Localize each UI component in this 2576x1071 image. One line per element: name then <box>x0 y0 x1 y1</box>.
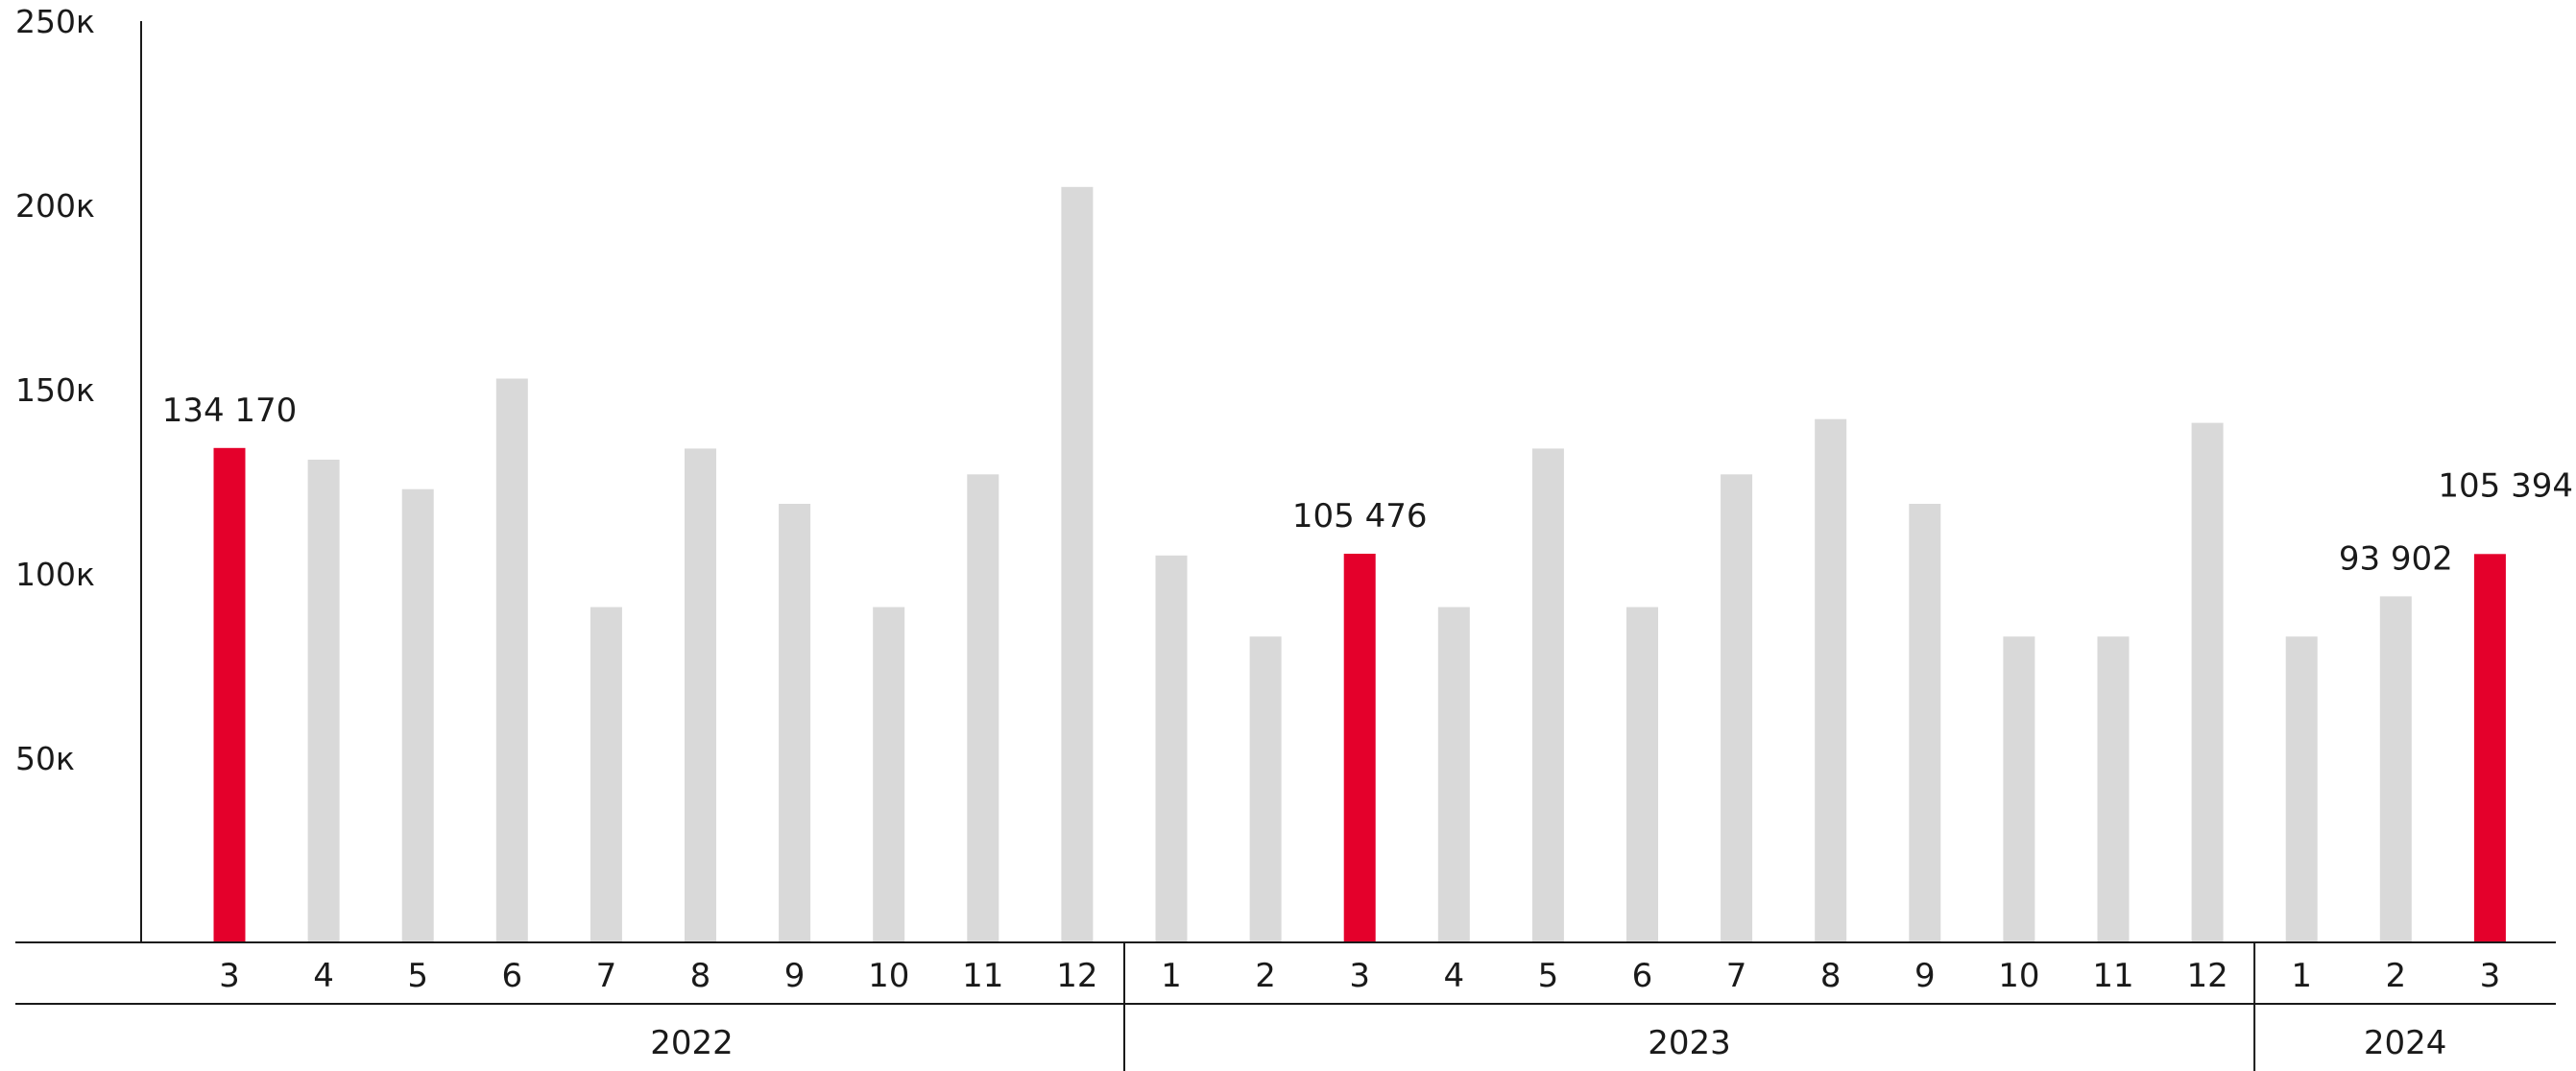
bar <box>401 488 434 942</box>
bar <box>685 448 716 942</box>
x-tick-label: 8 <box>690 957 711 995</box>
x-tick-label: 1 <box>2291 957 2312 995</box>
bar <box>1721 474 1753 942</box>
x-tick-label: 2 <box>2385 957 2406 995</box>
bars <box>213 186 2506 943</box>
bar <box>1909 504 1941 942</box>
data-label: 105 394 <box>2438 466 2573 505</box>
bar-highlighted <box>1343 554 1376 942</box>
bar <box>1626 607 1658 942</box>
bar <box>307 460 340 942</box>
x-tick-label: 12 <box>1056 957 1097 995</box>
data-label: 105 476 <box>1292 497 1428 536</box>
x-tick-label: 9 <box>1914 957 1936 995</box>
bar <box>1437 607 1470 942</box>
data-label: 93 902 <box>2339 539 2453 578</box>
bar <box>2097 636 2130 942</box>
year-axis: 2022 2023 2024 <box>650 942 2446 1071</box>
year-label: 2024 <box>2364 1024 2447 1062</box>
bar <box>1815 418 1847 942</box>
x-tick-label: 12 <box>2186 957 2227 995</box>
x-tick-label: 5 <box>1538 957 1559 995</box>
data-label: 134 170 <box>162 392 298 430</box>
y-tick-label: 250к <box>15 3 95 40</box>
x-tick-label: 11 <box>962 957 1003 995</box>
data-labels: 134 170 105 476 93 902 105 394 <box>162 392 2573 579</box>
x-axis: 3 4 5 6 7 8 9 10 11 12 1 2 3 4 5 6 7 8 9 10 11 12 1 2 3 <box>15 941 2556 1005</box>
x-tick-label: 3 <box>219 957 240 995</box>
bar-highlighted <box>213 447 246 942</box>
y-tick-label: 100к <box>15 556 95 593</box>
x-tick-label: 11 <box>2092 957 2133 995</box>
x-tick-label: 1 <box>1161 957 1182 995</box>
x-tick-label: 7 <box>1726 957 1747 995</box>
bar <box>2003 636 2035 942</box>
y-tick-label: 200к <box>15 187 95 225</box>
bar <box>1155 555 1188 942</box>
x-tick-label: 10 <box>868 957 909 995</box>
x-tick-label: 5 <box>407 957 428 995</box>
x-tick-label: 3 <box>1349 957 1370 995</box>
x-tick-label: 6 <box>1632 957 1653 995</box>
x-tick-label: 9 <box>784 957 806 995</box>
bar <box>2191 422 2224 943</box>
bar <box>1531 448 1564 942</box>
bar <box>779 504 811 942</box>
bar <box>1249 636 1282 942</box>
bar <box>2285 636 2318 942</box>
x-tick-label: 8 <box>1820 957 1842 995</box>
y-tick-label: 50к <box>15 740 75 777</box>
bar <box>967 474 999 942</box>
bar <box>873 607 905 942</box>
x-tick-label: 10 <box>1998 957 2039 995</box>
x-tick-label: 7 <box>596 957 617 995</box>
x-tick-label: 6 <box>501 957 522 995</box>
bar <box>590 607 622 942</box>
bar-highlighted <box>2473 554 2506 942</box>
year-label: 2023 <box>1648 1024 1731 1062</box>
year-label: 2022 <box>650 1024 734 1062</box>
x-tick-label: 2 <box>1255 957 1276 995</box>
x-tick-label: 4 <box>1443 957 1464 995</box>
x-tick-label: 4 <box>313 957 334 995</box>
bar <box>495 378 528 942</box>
y-axis: 50к 100к 150к 200к 250к <box>15 3 142 942</box>
bar <box>2379 596 2412 942</box>
y-tick-label: 150к <box>15 371 95 409</box>
x-tick-label: 3 <box>2480 957 2501 995</box>
bar <box>1061 186 1094 943</box>
